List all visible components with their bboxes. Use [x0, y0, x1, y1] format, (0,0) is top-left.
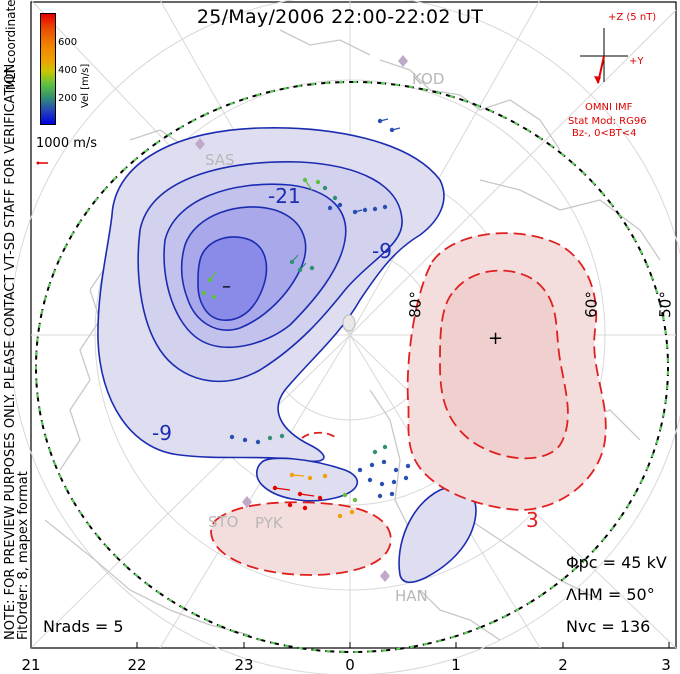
- mlt-tick-23: 23: [234, 656, 254, 674]
- min-marker: –: [222, 276, 231, 297]
- svg-text:SAS: SAS: [205, 151, 235, 169]
- velocity-bar-label: Vel [m/s]: [80, 63, 91, 108]
- mlt-tick-1: 1: [451, 656, 461, 674]
- mlt-tick-22: 22: [127, 656, 147, 674]
- hm-latitude: ΛHM = 50°: [566, 585, 655, 604]
- preview-note-line2: FitOrder: 8, mapex format: [16, 471, 31, 640]
- contour-label-neg-9b: -9: [152, 421, 172, 445]
- imf-model: Stat Mod: RG96: [568, 116, 647, 127]
- radar-count: Nrads = 5: [43, 617, 124, 636]
- velocity-tick-200: 200: [58, 93, 78, 104]
- hm-boundary-green: [35, 81, 669, 653]
- velocity-color-bar: [40, 13, 56, 125]
- mlt-tick-3: 3: [661, 656, 671, 674]
- preview-note: NOTE: FOR PREVIEW PURPOSES ONLY. PLEASE …: [3, 60, 31, 640]
- max-marker: +: [488, 328, 503, 349]
- latitude-label-80: 80°: [406, 291, 425, 318]
- mlt-tick-0: 0: [345, 656, 355, 674]
- vector-scale-dot: [36, 161, 40, 165]
- velocity-vectors: [201, 118, 411, 519]
- latitude-label-60: 60°: [582, 291, 601, 318]
- svg-text:STO: STO: [208, 513, 239, 531]
- latitude-label-50: 50°: [656, 291, 675, 318]
- velocity-tick-400: 400: [58, 65, 78, 76]
- station-sto: STO: [208, 513, 239, 531]
- positive-cell: 3 +: [210, 232, 607, 576]
- contour-label-neg-9a: -9: [372, 239, 392, 263]
- velocity-tick-600: 600: [58, 37, 78, 48]
- imf-condition: Bz-, 0<BT<4: [572, 128, 637, 139]
- radar-stations: KOD SAS STO PYK HAN: [195, 55, 444, 605]
- mlt-tick-2: 2: [558, 656, 568, 674]
- svg-text:HAN: HAN: [395, 587, 428, 605]
- station-kod: KOD: [398, 55, 444, 88]
- imf-source: OMNI IMF: [585, 102, 633, 113]
- mlt-tick-21: 21: [21, 656, 41, 674]
- imf-z-label: +Z (5 nT): [608, 12, 657, 23]
- station-pyk: PYK: [242, 496, 284, 532]
- imf-y-label: +Y: [629, 56, 644, 67]
- vector-scale-label: 1000 m/s: [36, 136, 98, 151]
- svg-text:PYK: PYK: [255, 514, 284, 532]
- pole-marker: [342, 314, 356, 332]
- cross-polar-potential: Φpc = 45 kV: [566, 553, 667, 572]
- station-sas: SAS: [195, 138, 235, 169]
- coordinate-system-label: MLT coordinates: [4, 0, 18, 90]
- vector-count: Nvc = 136: [566, 617, 651, 636]
- x-axis-ticks: [30, 642, 670, 648]
- station-han: HAN: [380, 570, 428, 605]
- contour-label-neg-21: -21: [268, 184, 301, 208]
- map-title: 25/May/2006 22:00-22:02 UT: [196, 6, 484, 28]
- contour-label-pos-3: 3: [526, 508, 539, 532]
- svg-text:KOD: KOD: [412, 70, 444, 88]
- imf-vector-head: [594, 76, 601, 84]
